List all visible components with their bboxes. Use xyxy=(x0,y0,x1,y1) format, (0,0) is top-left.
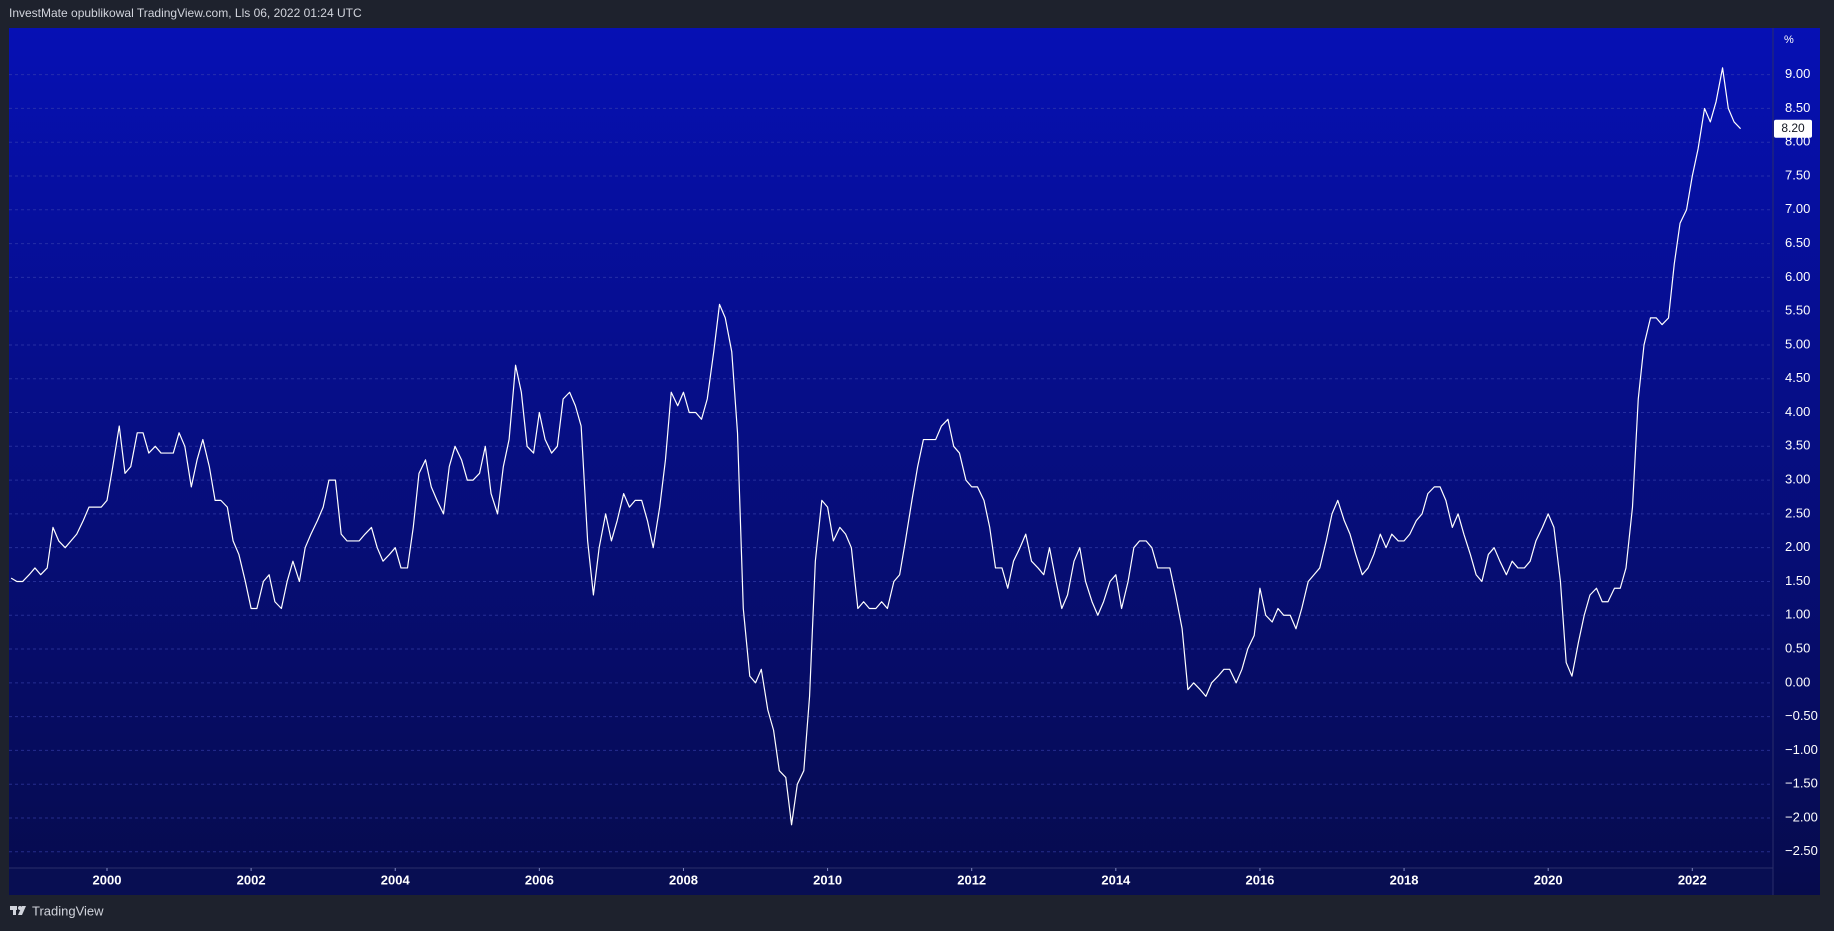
x-tick-label: 2012 xyxy=(957,872,986,887)
y-tick-label: −0.50 xyxy=(1785,708,1818,723)
x-tick-label: 2022 xyxy=(1678,872,1707,887)
x-tick-label: 2004 xyxy=(381,872,411,887)
y-tick-label: 0.00 xyxy=(1785,674,1810,689)
y-tick-label: 1.50 xyxy=(1785,573,1810,588)
x-tick-label: 2000 xyxy=(93,872,122,887)
y-tick-label: −1.50 xyxy=(1785,776,1818,791)
time-axis xyxy=(9,868,1773,895)
y-tick-label: 6.50 xyxy=(1785,235,1810,250)
last-value-box xyxy=(1774,119,1812,138)
y-tick-label: 3.50 xyxy=(1785,438,1810,453)
chart-pane xyxy=(9,28,1820,895)
y-tick-label: 2.00 xyxy=(1785,539,1810,554)
y-tick-label: 7.50 xyxy=(1785,167,1810,182)
y-tick-label: −2.50 xyxy=(1785,843,1818,858)
y-tick-label: 4.00 xyxy=(1785,404,1810,419)
x-tick-label: 2008 xyxy=(669,872,698,887)
header: InvestMate opublikowal TradingView.com, … xyxy=(9,6,362,20)
x-tick-label: 2016 xyxy=(1245,872,1274,887)
x-tick-label: 2018 xyxy=(1390,872,1419,887)
y-tick-label: 9.00 xyxy=(1785,66,1810,81)
x-tick-label: 2014 xyxy=(1101,872,1131,887)
y-unit: % xyxy=(1784,34,1794,46)
y-tick-label: 7.00 xyxy=(1785,201,1810,216)
x-tick-label: 2010 xyxy=(813,872,842,887)
x-tick-label: 2020 xyxy=(1534,872,1563,887)
y-tick-label: 2.50 xyxy=(1785,505,1810,520)
y-tick-label: 5.50 xyxy=(1785,303,1810,318)
x-tick-label: 2002 xyxy=(237,872,266,887)
data-line xyxy=(10,67,1742,826)
last-value-label: 8.20 xyxy=(1781,121,1805,135)
footer: TradingView xyxy=(32,903,104,918)
y-tick-label: −2.00 xyxy=(1785,809,1818,824)
tradingview-logo xyxy=(10,906,26,915)
y-tick-label: −1.00 xyxy=(1785,742,1818,757)
y-tick-label: 8.50 xyxy=(1785,100,1810,115)
y-tick-label: 0.50 xyxy=(1785,640,1810,655)
y-tick-label: 3.00 xyxy=(1785,472,1810,487)
y-tick-label: 4.50 xyxy=(1785,370,1810,385)
y-tick-label: 5.00 xyxy=(1785,336,1810,351)
y-tick-label: 6.00 xyxy=(1785,269,1810,284)
y-tick-label: 1.00 xyxy=(1785,607,1810,622)
x-tick-label: 2006 xyxy=(525,872,554,887)
